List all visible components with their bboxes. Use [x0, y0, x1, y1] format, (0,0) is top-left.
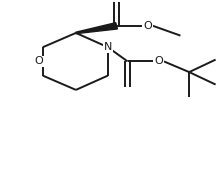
Text: O: O — [154, 56, 163, 66]
Text: O: O — [34, 56, 43, 66]
Polygon shape — [76, 23, 117, 34]
Text: O: O — [143, 21, 152, 31]
Text: N: N — [104, 42, 112, 52]
